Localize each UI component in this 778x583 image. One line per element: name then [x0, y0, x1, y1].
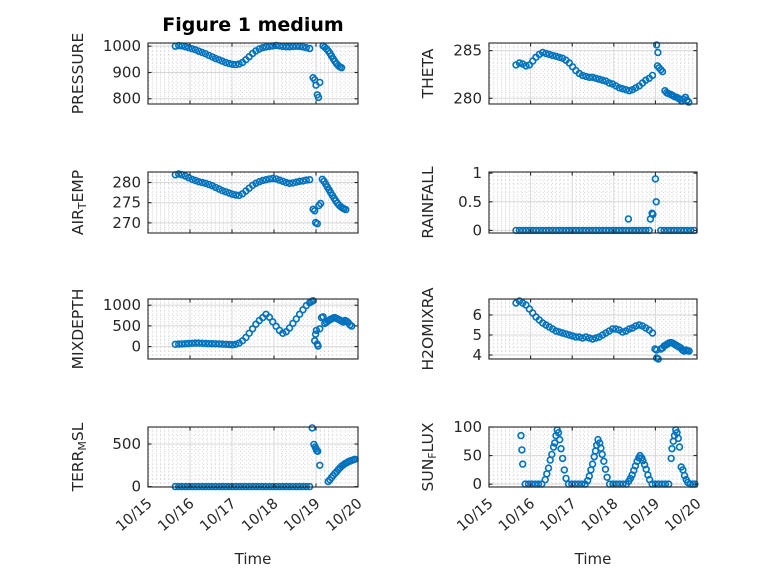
y-tick-label: 0: [131, 338, 141, 356]
scatter-points: [517, 426, 699, 488]
scatter-points: [171, 170, 350, 228]
axes-box: [147, 171, 359, 234]
y-tick-label: 0: [131, 478, 141, 496]
y-tick-label: 270: [112, 214, 141, 232]
axes-box: [147, 298, 359, 360]
y-tick-labels: 800 900 1000: [103, 37, 141, 108]
axes-box: [147, 42, 359, 105]
scatter-points: [512, 175, 698, 235]
y-axis-label-h2omixra: H2OMIXRA: [419, 287, 437, 370]
y-tick-label: 280: [453, 89, 482, 107]
y-axis-label-airtemp: AIRT​EMP: [69, 170, 89, 235]
minor-grid: [148, 427, 358, 487]
y-tick-labels: 0 500 1000: [103, 296, 141, 355]
subplot-theta: 280 285 THETA: [419, 41, 698, 108]
y-tick-label: 1000: [103, 37, 141, 55]
y-axis-label-pressure: PRESSURE: [69, 33, 87, 115]
subplot-pressure: 800 900 1000 PRESSURE: [69, 33, 359, 115]
y-tick-label: 0: [472, 221, 482, 239]
y-tick-label: 285: [453, 42, 482, 60]
x-tick-label: 10/19: [281, 496, 323, 535]
scatter-points: [171, 424, 359, 491]
minor-grid: [489, 427, 697, 487]
scatter-points: [171, 297, 356, 350]
subplot-h2omixra: 4 5 6 H2OMIXRA: [419, 287, 698, 371]
subplot-airtemp: 270 275 280 AIRT​EMP: [69, 170, 359, 235]
y-tick-labels: 00.51: [458, 164, 482, 239]
y-tick-label: 5: [472, 326, 482, 344]
y-tick-label: 4: [472, 346, 482, 364]
axes-box: [488, 171, 698, 234]
x-tick-labels: 10/15 10/16 10/17 10/18 10/19 10/20: [454, 496, 704, 535]
y-axis-label-sunflux: SUNF​LUX: [419, 422, 439, 491]
minor-grid: [148, 299, 358, 359]
subplot-sunflux: 0 50 100 SUNF​LUX 10/1510/1610/1710/1810/191…: [419, 418, 705, 535]
y-tick-label: 275: [112, 194, 141, 212]
scatter-points: [512, 297, 693, 363]
y-tick-labels: 270 275 280: [112, 174, 141, 232]
y-tick-label: 1: [472, 164, 482, 182]
y-tick-label: 500: [112, 317, 141, 335]
scatter-points: [512, 41, 693, 106]
x-axis-label-right: Time: [574, 550, 612, 568]
y-tick-labels: 280 285: [453, 42, 482, 108]
major-grid: [489, 299, 697, 359]
x-tick-label: 10/18: [579, 496, 621, 535]
major-grid: [148, 427, 358, 487]
y-tick-labels: 4 5 6: [472, 306, 482, 364]
x-tick-label: 10/19: [621, 496, 663, 535]
figure-title: Figure 1 medium: [162, 14, 344, 36]
x-tick-label: 10/15: [454, 496, 496, 535]
y-tick-labels: 0 500: [112, 435, 141, 496]
x-tick-labels: 10/15 10/16 10/17 10/18 10/19 10/20: [113, 496, 365, 535]
y-tick-label: 0.5: [458, 193, 482, 211]
axes-box: [488, 42, 698, 105]
y-tick-label: 1000: [103, 296, 141, 314]
x-axis-label-left: Time: [234, 550, 272, 568]
axes-box: [488, 298, 698, 360]
y-axis-label-rainfall: RAINFALL: [419, 166, 437, 239]
x-tick-label: 10/20: [662, 496, 704, 535]
y-tick-label: 6: [472, 306, 482, 324]
subplot-mixdepth: 0 500 1000 MIXDEPTH: [69, 289, 359, 370]
x-tick-label: 10/16: [155, 496, 197, 535]
scatter-points: [171, 41, 346, 102]
y-tick-label: 0: [472, 475, 482, 493]
y-tick-label: 900: [112, 63, 141, 81]
x-tick-label: 10/15: [113, 496, 155, 535]
minor-grid: [489, 172, 697, 233]
x-tick-label: 10/16: [496, 496, 538, 535]
y-tick-label: 100: [453, 418, 482, 436]
axes-box: [488, 426, 698, 488]
subplot-terrmsl: 0 500 TERRM​SL 10/1510/1610/1710/1810/1910/…: [69, 422, 366, 535]
y-axis-label-theta: THETA: [419, 48, 437, 99]
x-tick-label: 10/20: [323, 496, 365, 535]
y-axis-label-terrmsl: TERRM​SL: [69, 422, 89, 492]
x-tick-label: 10/18: [239, 496, 281, 535]
x-tick-label: 10/17: [197, 496, 239, 535]
y-tick-label: 280: [112, 174, 141, 192]
y-tick-label: 50: [463, 447, 482, 465]
x-tick-label: 10/17: [537, 496, 579, 535]
y-tick-labels: 0 50 100: [453, 418, 482, 493]
axes-box: [147, 426, 359, 488]
y-tick-label: 800: [112, 90, 141, 108]
y-tick-label: 500: [112, 435, 141, 453]
y-axis-label-mixdepth: MIXDEPTH: [69, 289, 87, 370]
